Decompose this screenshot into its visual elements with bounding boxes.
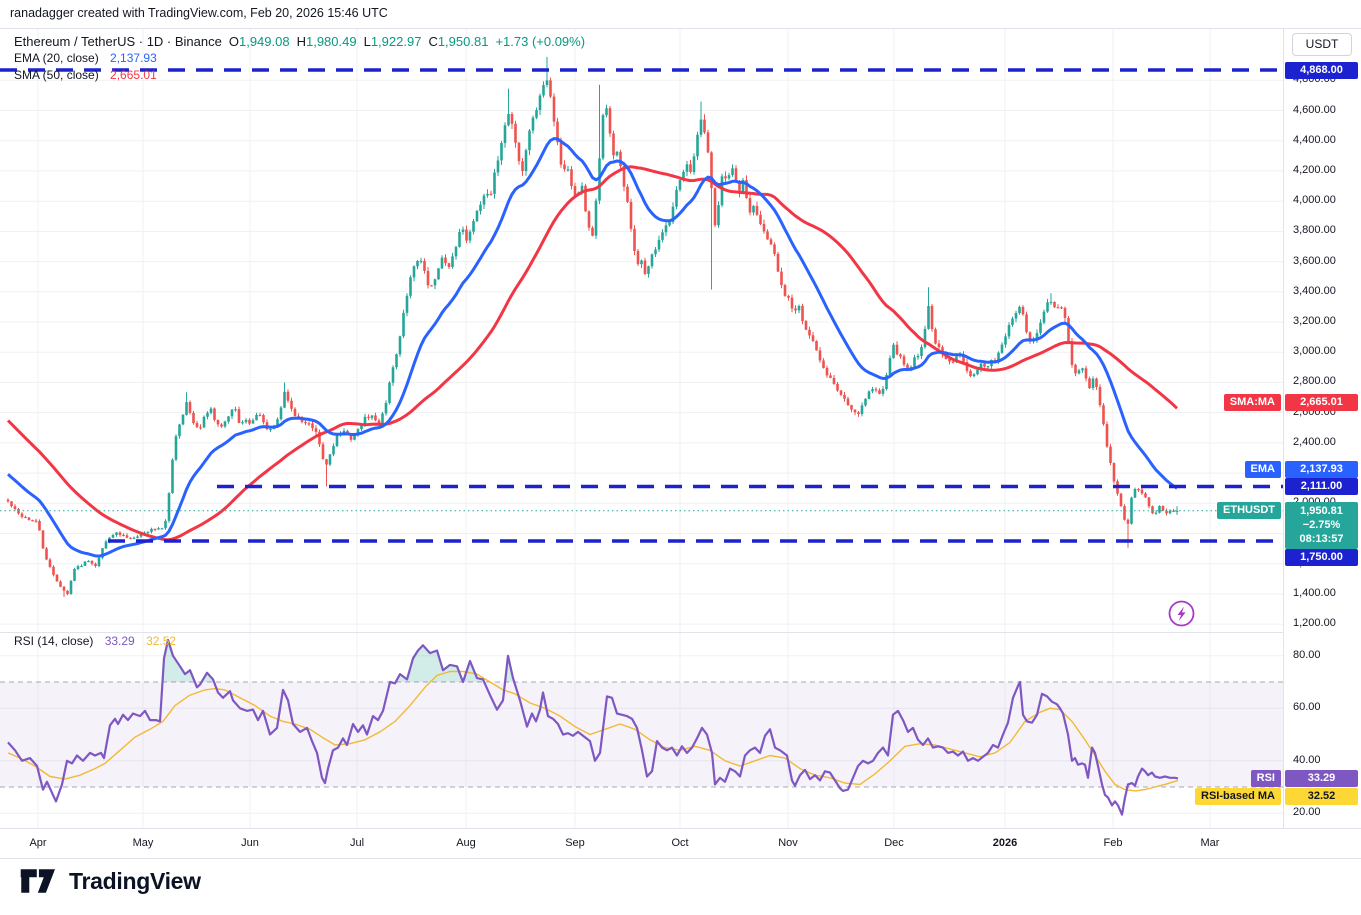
- price-axis-label: 2,400.00: [1293, 435, 1336, 448]
- tradingview-mark-icon: [20, 869, 55, 893]
- sma-legend-value: 2,665.01: [110, 68, 157, 82]
- price-axis-label: 4,200.00: [1293, 163, 1336, 176]
- price-axis-label: 4,600.00: [1293, 103, 1336, 116]
- last-price-tag: ETHUSDT: [1217, 502, 1281, 520]
- currency-toggle-button[interactable]: USDT: [1292, 33, 1352, 56]
- rsi-legend-name: RSI (14, close): [14, 634, 94, 648]
- ema-value-badge: 2,137.93: [1285, 461, 1358, 478]
- sma-value-badge: 2,665.01: [1285, 394, 1358, 412]
- price-axis-label: 2,800.00: [1293, 375, 1336, 388]
- rsi-legend-value: 33.29: [104, 634, 135, 648]
- rsi-axis-label: 80.00: [1293, 648, 1321, 661]
- watermark-bar: ranadagger created with TradingView.com,…: [0, 0, 1361, 29]
- price-axis-label: 4,400.00: [1293, 133, 1336, 146]
- rsi-ma-legend-value: 32.52: [146, 634, 177, 648]
- tradingview-logo-text: TradingView: [69, 867, 201, 894]
- ohlc-key: L: [363, 34, 371, 49]
- ohlc-key: C: [428, 34, 438, 49]
- last-price-badge: 1,950.81 −2.75% 08:13:57: [1285, 502, 1358, 550]
- time-axis-label-may: May: [132, 837, 154, 849]
- ohlc-value: 1,922.97: [370, 34, 422, 49]
- price-axis-label: 3,400.00: [1293, 284, 1336, 297]
- watermark-text: ranadagger created with TradingView.com,…: [10, 6, 388, 20]
- time-axis-label-sep: Sep: [565, 837, 585, 849]
- sma-legend-name: SMA (50, close): [14, 68, 99, 82]
- price-and-rsi-chart[interactable]: [0, 0, 1283, 857]
- level-2111-badge: 2,111.00: [1285, 478, 1358, 495]
- rsi-axis-label: 60.00: [1293, 701, 1321, 714]
- rsi-ma-value-badge: 32.52: [1285, 787, 1358, 805]
- rsi-ma-value-tag: RSI-based MA: [1195, 787, 1281, 805]
- time-axis-label-mar: Mar: [1200, 837, 1220, 849]
- price-axis-label: 3,600.00: [1293, 254, 1336, 267]
- ohlc-key: H: [296, 34, 306, 49]
- price-axis-label: 4,000.00: [1293, 194, 1336, 207]
- ohlc-key: O: [228, 34, 239, 49]
- level-1750-badge: 1,750.00: [1285, 548, 1358, 566]
- ohlc-value: 1,949.08: [238, 34, 290, 49]
- ema-value-tag: EMA: [1244, 461, 1281, 478]
- sma-legend: SMA (50, close) 2,665.01: [14, 68, 157, 82]
- rsi-legend: RSI (14, close) 33.29 32.52: [14, 634, 176, 648]
- lightning-icon: [1177, 606, 1186, 622]
- ema-legend-value: 2,137.93: [110, 51, 157, 65]
- time-axis-label-jul: Jul: [349, 837, 365, 849]
- ohlc-value: 1,980.49: [305, 34, 357, 49]
- time-axis-label-feb: Feb: [1103, 837, 1123, 849]
- ohlc-values: O1,949.08 H1,980.49 L1,922.97 C1,950.81 +1.7…: [222, 34, 585, 49]
- rsi-axis-label: 20.00: [1293, 806, 1321, 819]
- time-axis-label-dec: Dec: [884, 837, 904, 849]
- price-scale[interactable]: USDT 4,800.00 4,600.00 4,400.00 4,200.00 4,0…: [1283, 28, 1361, 857]
- price-axis-label: 3,800.00: [1293, 224, 1336, 237]
- price-axis-label: 1,200.00: [1293, 617, 1336, 630]
- time-scale[interactable]: Apr May Jun Jul Aug Sep Oct Nov Dec 2026 Feb Mar: [0, 828, 1361, 859]
- price-axis-label: 3,200.00: [1293, 315, 1336, 327]
- rsi-value-tag: RSI: [1250, 769, 1281, 787]
- time-axis-label-oct: Oct: [671, 837, 689, 849]
- time-axis-label-nov: Nov: [778, 837, 798, 849]
- ema-legend: EMA (20, close) 2,137.93: [14, 51, 157, 65]
- rsi-value-badge: 33.29: [1285, 769, 1358, 787]
- pane-separator[interactable]: [0, 632, 1361, 633]
- price-axis-label: 1,400.00: [1293, 586, 1336, 599]
- time-axis-label-jun: Jun: [241, 837, 259, 849]
- level-4868-badge: 4,868.00: [1285, 61, 1358, 79]
- sma-value-tag: SMA:MA: [1223, 394, 1281, 412]
- ohlc-value: 1,950.81: [437, 34, 489, 49]
- symbol-legend: Ethereum / TetherUS · 1D · Binance O1,949…: [14, 34, 585, 49]
- price-change: +1.73 (+0.09%): [495, 34, 586, 49]
- ema-legend-name: EMA (20, close): [14, 51, 99, 65]
- price-axis-label: 3,000.00: [1293, 345, 1336, 358]
- boost-button[interactable]: [1167, 599, 1196, 628]
- time-axis-label-apr: Apr: [29, 837, 47, 849]
- time-axis-label-aug: Aug: [456, 837, 476, 849]
- rsi-axis-label: 40.00: [1293, 753, 1321, 766]
- tradingview-logo[interactable]: TradingView: [20, 866, 201, 896]
- time-axis-label-2026: 2026: [992, 837, 1018, 849]
- symbol-title: Ethereum / TetherUS · 1D · Binance: [14, 34, 222, 49]
